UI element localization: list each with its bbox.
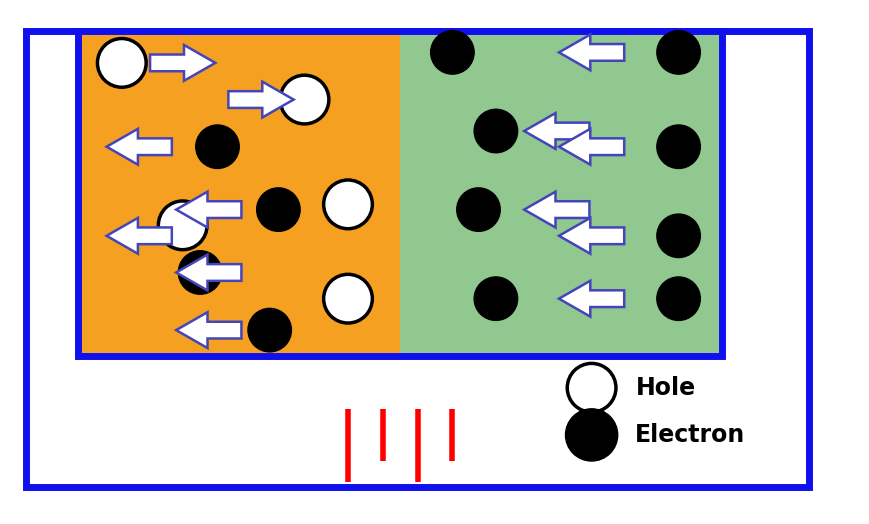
Circle shape [248,308,291,352]
Polygon shape [558,281,624,316]
Circle shape [656,214,700,258]
Circle shape [430,30,474,74]
Polygon shape [176,312,241,348]
Circle shape [323,180,372,228]
Circle shape [656,125,700,169]
Circle shape [323,275,372,323]
Bar [78,31,721,356]
Circle shape [280,75,328,124]
Circle shape [656,277,700,321]
Circle shape [656,30,700,74]
Polygon shape [558,218,624,254]
Circle shape [474,109,517,153]
Polygon shape [176,192,241,227]
Circle shape [256,188,300,232]
Bar [78,31,400,356]
Bar [400,31,721,356]
Bar [26,31,808,487]
Polygon shape [107,129,172,165]
Circle shape [474,277,517,321]
Polygon shape [228,82,293,117]
Polygon shape [107,218,172,254]
Polygon shape [523,192,589,227]
Circle shape [158,201,207,249]
Polygon shape [176,255,241,290]
Circle shape [565,409,617,461]
Polygon shape [558,35,624,70]
Polygon shape [149,45,216,81]
Circle shape [196,125,239,169]
Text: Electron: Electron [634,423,745,447]
Circle shape [567,364,615,412]
Circle shape [178,250,222,294]
Text: Hole: Hole [634,376,695,400]
Polygon shape [523,113,589,149]
Circle shape [456,188,500,232]
Circle shape [97,39,146,87]
Polygon shape [558,129,624,165]
